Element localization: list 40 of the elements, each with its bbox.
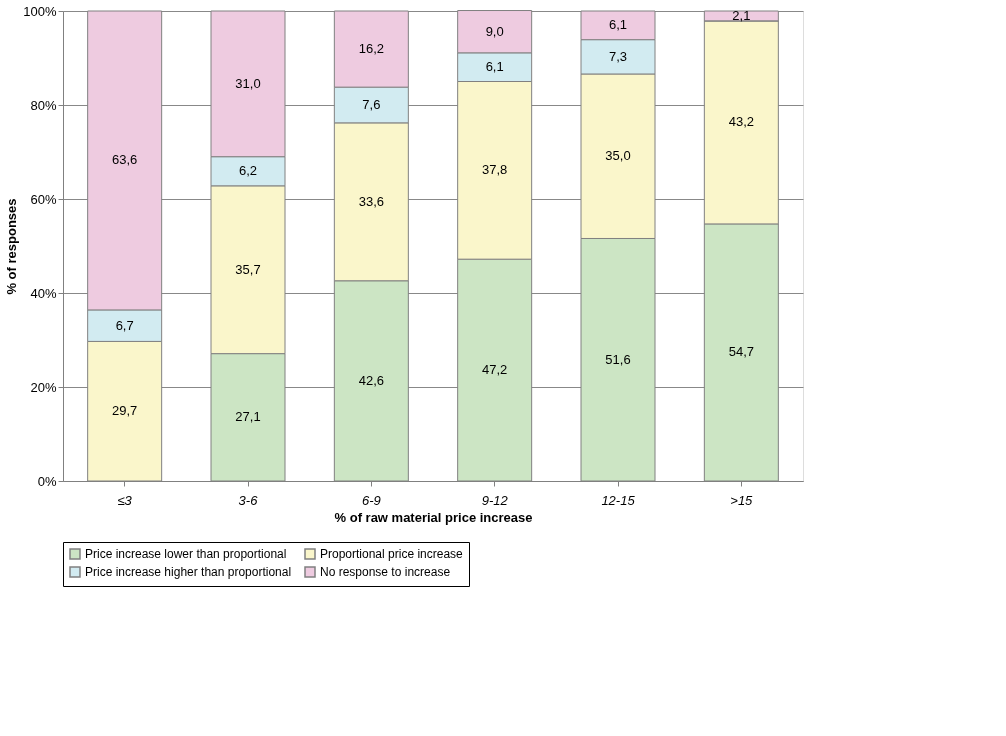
x-tick-label: 12-15 <box>601 492 636 508</box>
x-tick-label: 3-6 <box>238 492 259 508</box>
data-label: 31,0 <box>235 75 261 91</box>
data-label: 29,7 <box>112 403 138 419</box>
y-tick-label: 100% <box>23 3 57 19</box>
data-label: 47,2 <box>482 362 508 378</box>
data-label: 6,1 <box>485 59 504 75</box>
data-label: 27,1 <box>235 409 261 425</box>
data-label: 16,2 <box>358 41 384 57</box>
data-label: 35,7 <box>235 261 261 277</box>
y-tick-label: 40% <box>30 285 57 301</box>
y-axis-title: % of responses <box>4 198 20 295</box>
data-label: 7,3 <box>608 48 628 64</box>
data-label: 7,6 <box>362 97 381 112</box>
legend-label: Price increase higher than proportional <box>85 565 292 579</box>
data-label: 6,1 <box>608 17 628 33</box>
data-label: 35,0 <box>605 148 631 164</box>
y-tick-label: 80% <box>30 97 57 113</box>
y-tick-label: 20% <box>30 379 57 395</box>
data-label: 43,2 <box>728 114 754 130</box>
data-label: 42,6 <box>358 372 384 388</box>
data-label: 51,6 <box>605 351 631 367</box>
data-label: 2,1 <box>732 7 751 23</box>
data-label: 6,7 <box>115 317 134 333</box>
x-tick-label: >15 <box>730 492 754 508</box>
y-tick-label: 60% <box>30 191 57 207</box>
data-label: 9,0 <box>485 23 504 39</box>
legend-label: Price increase lower than proportional <box>85 547 287 561</box>
data-label: 6,2 <box>238 163 258 179</box>
x-axis-title: % of raw material price increase <box>334 509 533 525</box>
data-label: 33,6 <box>358 193 384 209</box>
legend-label: No response to increase <box>320 565 451 579</box>
data-label: 63,6 <box>112 152 138 168</box>
x-tick-label: ≤3 <box>117 492 133 508</box>
legend-label: Proportional price increase <box>320 547 464 561</box>
x-tick-label: 6-9 <box>361 492 381 508</box>
data-label: 37,8 <box>482 162 508 178</box>
x-tick-label: 9-12 <box>481 492 509 508</box>
y-tick-label: 0% <box>37 473 57 489</box>
data-label: 54,7 <box>728 344 754 360</box>
